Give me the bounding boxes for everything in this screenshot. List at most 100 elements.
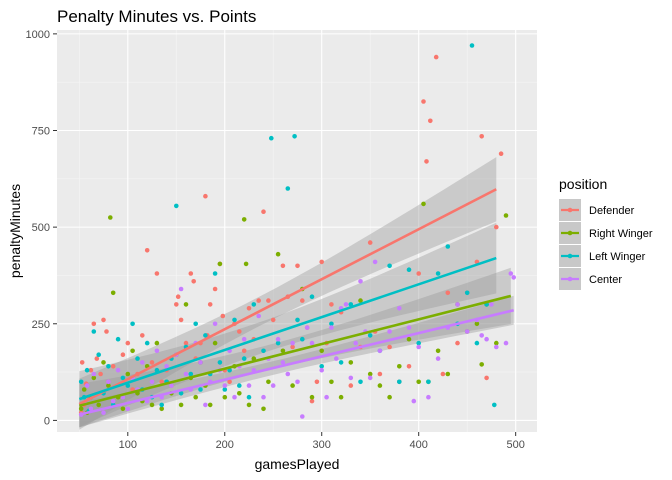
data-point <box>416 344 422 350</box>
data-point <box>188 271 194 276</box>
data-point <box>494 340 499 346</box>
data-point <box>411 398 417 404</box>
data-point <box>246 394 252 400</box>
x-axis: 100 200 300 400 500 <box>119 432 525 451</box>
data-point <box>140 333 145 338</box>
data-point <box>387 263 392 269</box>
data-point <box>455 302 460 307</box>
data-point <box>319 259 325 265</box>
data-point <box>319 367 325 373</box>
data-point <box>387 344 392 350</box>
data-point <box>183 340 189 346</box>
data-point <box>261 348 266 354</box>
data-point <box>492 402 497 408</box>
data-point <box>222 383 228 388</box>
legend-label: Center <box>589 274 622 286</box>
data-point <box>106 383 111 388</box>
trend-line <box>78 308 515 416</box>
data-point <box>387 394 392 400</box>
data-point <box>324 394 329 400</box>
data-point <box>261 209 266 214</box>
legend-label: Defender <box>589 205 635 217</box>
data-point <box>348 360 354 365</box>
data-point <box>84 367 90 373</box>
data-point <box>212 286 218 292</box>
data-point <box>135 356 140 361</box>
data-point <box>144 248 150 253</box>
data-point <box>358 279 363 284</box>
legend-label: Right Winger <box>589 228 653 240</box>
trend-lines <box>78 188 515 416</box>
y-axis-title: penaltyMinutes <box>7 184 23 278</box>
data-point <box>110 290 116 296</box>
data-point <box>406 267 412 273</box>
data-point <box>108 215 113 220</box>
data-point <box>88 406 94 412</box>
data-point <box>270 317 276 323</box>
data-point <box>372 259 378 265</box>
data-point <box>106 364 111 369</box>
data-point <box>101 317 106 323</box>
data-point <box>319 348 325 354</box>
data-point <box>203 402 208 408</box>
data-point <box>98 371 103 377</box>
data-point <box>183 371 189 377</box>
data-point <box>494 344 499 350</box>
data-point <box>314 379 320 385</box>
data-point <box>474 340 480 346</box>
data-point <box>232 394 237 400</box>
data-point <box>203 193 208 199</box>
data-point <box>246 402 252 408</box>
data-point <box>241 217 247 222</box>
data-point <box>406 364 412 369</box>
y-tick-label: 250 <box>32 319 50 331</box>
data-point <box>479 134 485 139</box>
legend-item: Left Winger <box>559 245 646 267</box>
data-point <box>222 387 228 392</box>
y-tick-label: 500 <box>32 222 50 234</box>
legend-key-point <box>567 230 573 236</box>
data-point <box>130 348 135 354</box>
legend-key-point <box>567 253 573 259</box>
data-point <box>178 317 184 323</box>
data-point <box>421 201 426 207</box>
y-tick-label: 750 <box>32 126 50 138</box>
data-point <box>120 406 126 412</box>
data-point <box>285 186 291 191</box>
data-point <box>164 364 169 369</box>
y-axis: 0 250 500 750 1000 <box>26 29 57 427</box>
data-point <box>292 134 297 139</box>
data-point <box>96 352 101 358</box>
data-point <box>220 313 226 319</box>
data-point <box>426 379 431 385</box>
data-point <box>178 402 184 408</box>
data-point <box>455 340 460 346</box>
data-point <box>115 367 121 373</box>
data-point <box>334 356 339 361</box>
data-point <box>377 348 383 354</box>
data-point <box>241 356 247 361</box>
data-point <box>91 375 97 381</box>
data-point <box>484 375 489 381</box>
data-point <box>503 340 509 346</box>
data-point <box>79 360 85 365</box>
data-point <box>348 383 354 388</box>
data-point <box>295 317 300 323</box>
data-point <box>193 394 198 400</box>
data-point <box>319 364 325 369</box>
data-point <box>445 290 451 296</box>
data-point <box>78 379 84 385</box>
legend: position Defender Right Winger Left Winger… <box>559 176 653 290</box>
data-point <box>227 379 232 385</box>
data-point <box>503 213 509 218</box>
data-point <box>329 325 334 330</box>
data-point <box>416 340 422 346</box>
data-point <box>416 271 422 276</box>
data-point <box>212 321 218 327</box>
data-point <box>207 302 213 307</box>
data-point <box>295 379 300 385</box>
y-tick-label: 0 <box>44 415 50 427</box>
data-point <box>217 360 223 365</box>
data-point <box>241 336 247 342</box>
